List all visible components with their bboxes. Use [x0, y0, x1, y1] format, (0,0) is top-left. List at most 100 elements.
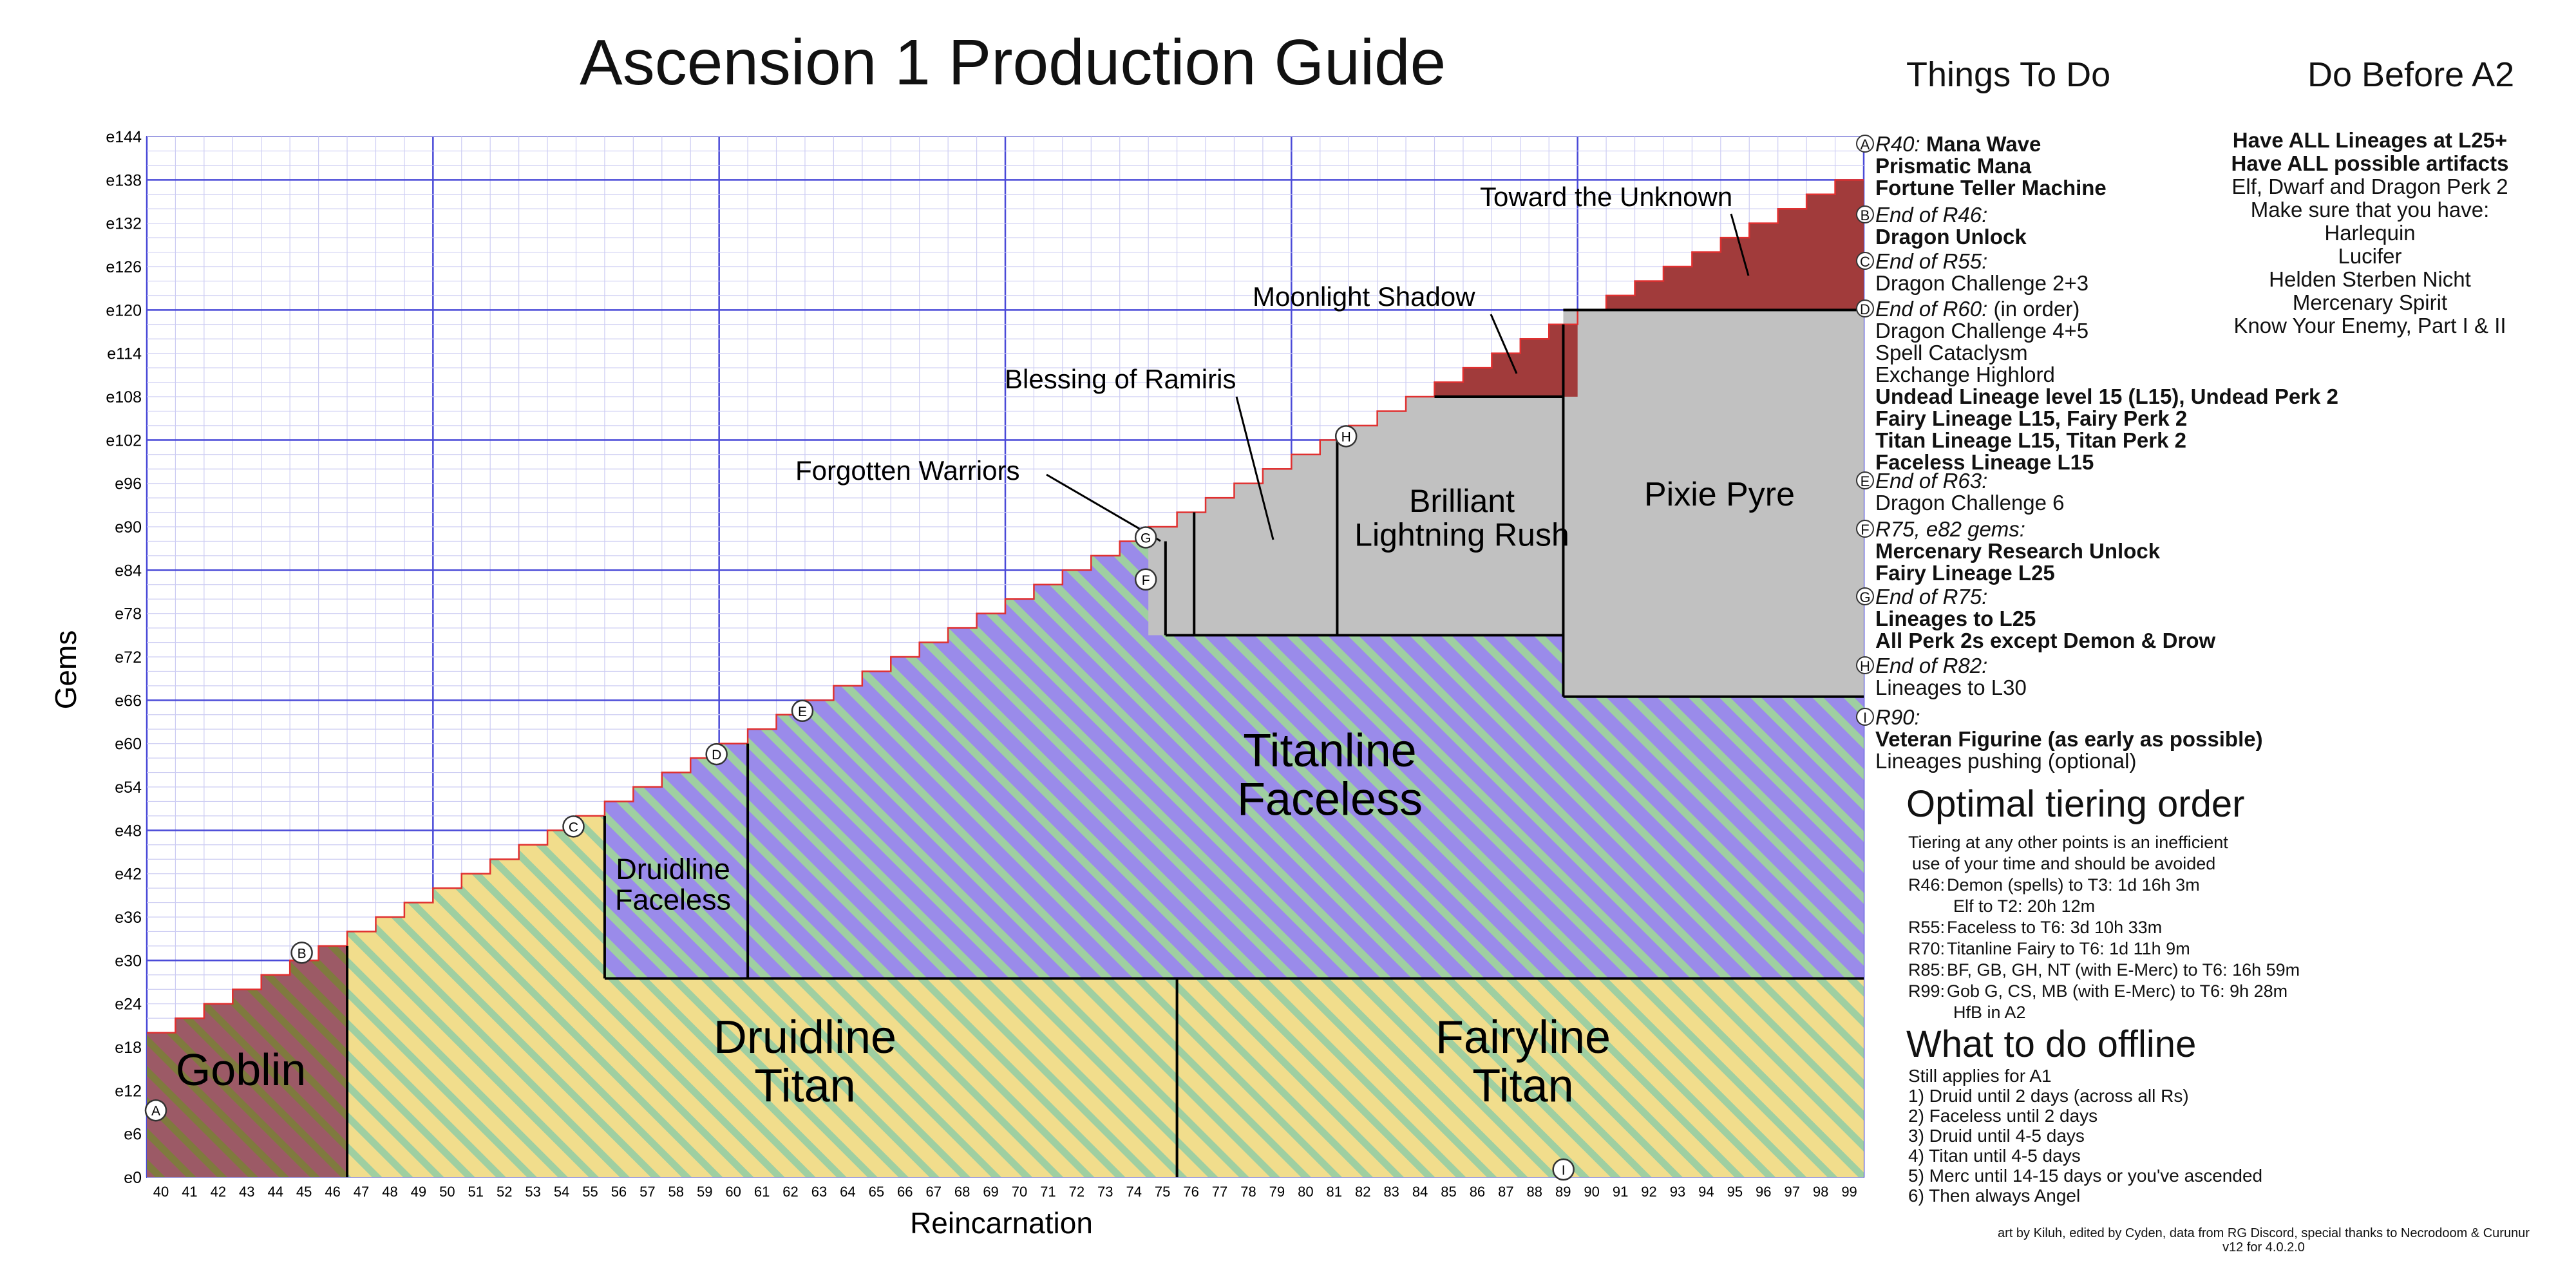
x-tick-label: 73 [1097, 1184, 1113, 1200]
a2-item: Make sure that you have: [2250, 198, 2490, 222]
todo-line: Dragon Challenge 2+3 [1875, 271, 2089, 295]
x-tick-label: 94 [1698, 1184, 1714, 1200]
todo-line: Fairy Lineage L15, Fairy Perk 2 [1875, 406, 2188, 430]
todo-item: F R75, e82 gems: Mercenary Research Unlock… [1856, 518, 2160, 585]
todo-line: Fairy Lineage L25 [1875, 561, 2055, 585]
todo-line: End of R63: [1875, 469, 1988, 493]
x-tick-label: 85 [1441, 1184, 1456, 1200]
tiering-row: R85: BF, GB, GH, NT (with E-Merc) to T6: … [1908, 960, 2300, 980]
things-heading: Things To Do [1906, 55, 2111, 94]
todo-line: Lineages pushing (optional) [1875, 749, 2137, 773]
y-tick-label: e120 [106, 301, 142, 319]
x-tick-label: 99 [1841, 1184, 1857, 1200]
x-tick-label: 80 [1298, 1184, 1313, 1200]
y-tick-label: e12 [115, 1082, 142, 1100]
a2-item: Helden Sterben Nicht [2269, 267, 2471, 291]
y-tick-label: e24 [115, 996, 142, 1014]
region-pixie-pyre [1563, 310, 1864, 697]
y-tick-label: e54 [115, 779, 142, 797]
annotation-label: Moonlight Shadow [1253, 281, 1475, 312]
a2-item: Lucifer [2338, 244, 2402, 268]
x-tick-label: 83 [1383, 1184, 1399, 1200]
x-tick-label: 96 [1756, 1184, 1771, 1200]
x-tick-label: 97 [1784, 1184, 1799, 1200]
y-tick-label: e144 [106, 128, 142, 146]
x-tick-label: 91 [1613, 1184, 1628, 1200]
milestone-marker-label: D [712, 748, 721, 762]
x-tick-label: 60 [725, 1184, 741, 1200]
region-label: Brilliant [1409, 483, 1515, 519]
milestone-marker [1552, 1158, 1575, 1181]
milestone-marker-label: F [1142, 573, 1150, 588]
x-tick-label: 92 [1641, 1184, 1656, 1200]
annotation-label: Toward the Unknown [1480, 182, 1732, 212]
todo-marker: B [1856, 205, 1874, 223]
annotation-pointer [1235, 396, 1274, 540]
todo-item: A R40: Mana Wave Prismatic Mana Fortune Tel… [1856, 133, 2107, 199]
x-tick-label: 98 [1813, 1184, 1828, 1200]
region-label: Fairyline [1435, 1012, 1611, 1063]
x-tick-label: 48 [382, 1184, 397, 1200]
annotation-label: Blessing of Ramiris [1005, 364, 1236, 394]
y-tick-label: e90 [115, 518, 142, 536]
annotation-pointer [1730, 213, 1750, 276]
region-label: Pixie Pyre [1644, 476, 1795, 513]
x-tick-label: 43 [239, 1184, 254, 1200]
credits: art by Kiluh, edited by Cyden, data from… [1958, 1226, 2570, 1255]
y-tick-label: e6 [124, 1126, 142, 1144]
a2-list: Have ALL Lineages at L25+ Have ALL possib… [2177, 129, 2563, 337]
todo-line: End of R75: [1875, 585, 1988, 609]
region-label: Druidline [616, 853, 730, 886]
todo-line: Lineages to L25 [1875, 607, 2036, 630]
x-tick-label: 76 [1183, 1184, 1198, 1200]
milestone-marker [1134, 568, 1157, 591]
tiering-heading: Optimal tiering order [1906, 783, 2245, 825]
milestone-marker [144, 1099, 167, 1122]
todo-line: Prismatic Mana [1875, 154, 2032, 178]
todo-line: Titan Lineage L15, Titan Perk 2 [1875, 428, 2186, 452]
x-tick-label: 67 [925, 1184, 941, 1200]
a2-item: Have ALL possible artifacts [2231, 151, 2509, 175]
x-tick-label: 59 [697, 1184, 712, 1200]
todo-line: Exchange Highlord [1875, 363, 2055, 386]
x-tick-label: 90 [1584, 1184, 1599, 1200]
todo-marker: A [1856, 135, 1874, 153]
a2-item: Elf, Dwarf and Dragon Perk 2 [2231, 175, 2508, 198]
credit-line: art by Kiluh, edited by Cyden, data from… [1998, 1226, 2530, 1240]
offline-list: Still applies for A1 1) Druid until 2 day… [1908, 1066, 2262, 1206]
todo-line: R90: [1875, 705, 1920, 729]
todo-line: Dragon Challenge 6 [1875, 491, 2065, 515]
region-label: Titan [1472, 1061, 1573, 1112]
milestone-marker-label: A [151, 1104, 160, 1119]
milestone-marker [290, 942, 313, 964]
x-tick-label: 63 [811, 1184, 827, 1200]
x-tick-label: 71 [1040, 1184, 1056, 1200]
offline-line: 3) Druid until 4-5 days [1908, 1126, 2085, 1146]
todo-marker: I [1856, 708, 1874, 726]
y-tick-label: e102 [106, 431, 142, 450]
y-tick-label: e66 [115, 692, 142, 710]
milestone-marker-label: I [1562, 1163, 1566, 1178]
x-tick-label: 44 [267, 1184, 283, 1200]
milestone-marker [705, 743, 728, 766]
todo-line: End of R46: [1875, 203, 1988, 227]
offline-line: Still applies for A1 [1908, 1066, 2052, 1086]
a2-heading: Do Before A2 [2307, 55, 2515, 94]
y-tick-label: e132 [106, 215, 142, 233]
x-tick-label: 79 [1269, 1184, 1285, 1200]
x-tick-label: 84 [1412, 1184, 1428, 1200]
milestone-marker-label: H [1341, 430, 1351, 444]
region-label: Goblin [176, 1045, 306, 1095]
todo-marker: F [1856, 520, 1874, 538]
y-tick-label: e48 [115, 822, 142, 840]
gem-curve [147, 179, 1864, 1034]
region-label: Titanline [1243, 725, 1416, 777]
todo-item: I R90: Veteran Figurine (as early as possi… [1856, 705, 2263, 773]
x-tick-label: 53 [525, 1184, 540, 1200]
a2-item: Harlequin [2324, 221, 2416, 245]
x-tick-label: 68 [954, 1184, 970, 1200]
y-tick-label: e96 [115, 475, 142, 493]
milestone-marker [562, 815, 585, 838]
version-line: v12 for 4.0.2.0 [2222, 1240, 2305, 1255]
x-tick-label: 93 [1670, 1184, 1685, 1200]
